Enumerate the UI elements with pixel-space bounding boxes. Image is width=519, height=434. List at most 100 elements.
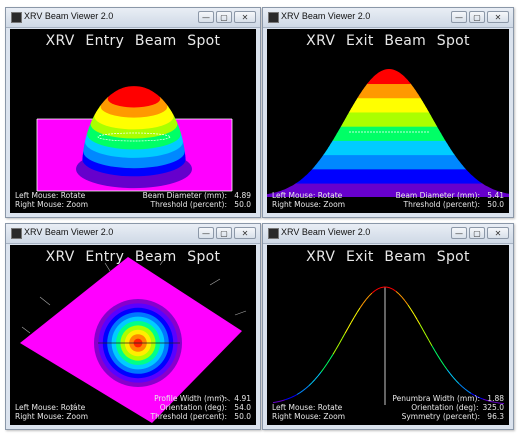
viewport-heading: XRV Entry Beam Spot <box>10 249 256 265</box>
readout-value: 54.0 <box>231 403 251 412</box>
profile-segment <box>393 289 396 291</box>
hint-left-mouse: Left Mouse: Rotate <box>15 191 88 200</box>
profile-segment <box>345 328 348 333</box>
beam-viewer-window-1[interactable]: XRV Beam Viewer 2.0 — ▢ ✕ XRV Entry Beam… <box>5 7 261 218</box>
profile-segment <box>300 391 303 393</box>
maximize-icon[interactable]: ▢ <box>216 11 232 23</box>
profile-segment <box>432 346 435 351</box>
profile-segment <box>285 399 288 400</box>
3d-viewport[interactable]: XRV Exit Beam Spot Left Mouse: Rotate Ri… <box>267 245 509 425</box>
profile-segment <box>426 335 429 340</box>
window-title: XRV Beam Viewer 2.0 <box>24 227 113 237</box>
peak-band <box>119 86 148 96</box>
readout-row: Threshold (percent): 50.0 <box>396 200 504 209</box>
title-bar[interactable]: XRV Beam Viewer 2.0 — ▢ ✕ <box>6 224 260 244</box>
window-title: XRV Beam Viewer 2.0 <box>281 227 370 237</box>
profile-segment <box>465 389 468 391</box>
profile-segment <box>339 339 342 344</box>
mouse-hints: Left Mouse: Rotate Right Mouse: Zoom <box>272 403 345 421</box>
readout-row: Threshold (percent): 50.0 <box>151 412 251 421</box>
gauss-bands <box>267 69 509 198</box>
profile-segment <box>309 383 312 386</box>
profile-segment <box>405 301 408 305</box>
profile-segment <box>291 396 294 397</box>
close-icon[interactable]: ✕ <box>487 11 509 23</box>
profile-segment <box>342 333 345 338</box>
profile-segment <box>420 325 423 330</box>
profile-segment <box>423 330 426 335</box>
minimize-icon[interactable]: — <box>451 227 467 239</box>
profile-segment <box>459 384 462 387</box>
profile-segment <box>297 393 300 395</box>
title-bar[interactable]: XRV Beam Viewer 2.0 — ▢ ✕ <box>6 8 260 28</box>
readout-label: Beam Diameter (mm): <box>396 191 480 200</box>
title-bar[interactable]: XRV Beam Viewer 2.0 — ▢ ✕ <box>263 224 513 244</box>
profile-segment <box>396 291 399 294</box>
title-bar[interactable]: XRV Beam Viewer 2.0 — ▢ ✕ <box>263 8 513 28</box>
profile-segment <box>315 376 318 379</box>
gauss-band <box>267 69 509 73</box>
maximize-icon[interactable]: ▢ <box>469 11 485 23</box>
beam-viewer-window-4[interactable]: XRV Beam Viewer 2.0 — ▢ ✕ XRV Exit Beam … <box>262 223 514 430</box>
profile-segment <box>288 398 291 399</box>
profile-segment <box>333 349 336 354</box>
readout-label: Symmetry (percent): <box>402 412 480 421</box>
profile-segment <box>381 287 384 288</box>
close-icon[interactable]: ✕ <box>487 227 509 239</box>
profile-segment <box>456 381 459 384</box>
readout-value: 50.0 <box>231 412 251 421</box>
profile-segment <box>312 379 315 382</box>
minimize-icon[interactable]: — <box>451 11 467 23</box>
readout-row: Profile Width (mm): 4.91 <box>151 394 251 403</box>
gaussian-side-view <box>267 69 509 198</box>
beam-viewer-window-3[interactable]: XRV Beam Viewer 2.0 — ▢ ✕ XRV Entry Beam… <box>5 223 261 430</box>
profile-curve-colored <box>273 287 504 404</box>
3d-viewport[interactable]: XRV Entry Beam Spot Left Mouse: Rotate R… <box>10 245 256 425</box>
readout-value: 50.0 <box>231 200 251 209</box>
mouse-hints: Left Mouse: Rotate Right Mouse: Zoom <box>272 191 345 209</box>
profile-segment <box>462 386 465 389</box>
profile-segment <box>411 309 414 314</box>
viewport-heading: XRV Exit Beam Spot <box>267 249 509 265</box>
app-icon <box>268 12 279 23</box>
profile-segment <box>351 318 354 323</box>
profile-segment <box>279 401 282 402</box>
profile-segment <box>390 288 393 289</box>
profile-segment <box>468 391 471 393</box>
profile-segment <box>414 314 417 319</box>
readout-value: 96.3 <box>484 412 504 421</box>
beam-viewer-window-2[interactable]: XRV Beam Viewer 2.0 — ▢ ✕ XRV Exit Beam … <box>262 7 514 218</box>
profile-segment <box>366 296 369 300</box>
maximize-icon[interactable]: ▢ <box>469 227 485 239</box>
readout-row: Beam Diameter (mm): 4.89 <box>143 191 251 200</box>
profile-segment <box>453 377 456 380</box>
3d-viewport[interactable]: XRV Exit Beam Spot Left Mouse: Rotate Ri… <box>267 29 509 213</box>
profile-segment <box>354 313 357 318</box>
profile-segment <box>429 341 432 346</box>
close-icon[interactable]: ✕ <box>234 11 256 23</box>
minimize-icon[interactable]: — <box>198 227 214 239</box>
close-icon[interactable]: ✕ <box>234 227 256 239</box>
profile-segment <box>441 361 444 366</box>
entry-beam-3d-plot <box>10 29 256 213</box>
minimize-icon[interactable]: — <box>198 11 214 23</box>
viewport-heading: XRV Entry Beam Spot <box>10 33 256 49</box>
profile-segment <box>330 354 333 359</box>
3d-viewport[interactable]: XRV Entry Beam Spot Left Mouse: Rotate R… <box>10 29 256 213</box>
readout-value: 325.0 <box>483 403 504 412</box>
profile-segment <box>375 289 378 291</box>
readouts: Penumbra Width (mm): 1.88 Orientation (de… <box>392 394 504 421</box>
window-title: XRV Beam Viewer 2.0 <box>24 11 113 21</box>
profile-segment <box>408 305 411 309</box>
readout-row: Beam Diameter (mm): 5.41 <box>396 191 504 200</box>
profile-segment <box>372 291 375 293</box>
viewport-heading: XRV Exit Beam Spot <box>267 33 509 49</box>
readout-row: Penumbra Width (mm): 1.88 <box>392 394 504 403</box>
hint-right-mouse: Right Mouse: Zoom <box>15 200 88 209</box>
readout-label: Threshold (percent): <box>151 412 227 421</box>
maximize-icon[interactable]: ▢ <box>216 227 232 239</box>
app-icon <box>11 12 22 23</box>
profile-segment <box>336 344 339 349</box>
profile-segment <box>282 400 285 401</box>
profile-segment <box>435 351 438 356</box>
